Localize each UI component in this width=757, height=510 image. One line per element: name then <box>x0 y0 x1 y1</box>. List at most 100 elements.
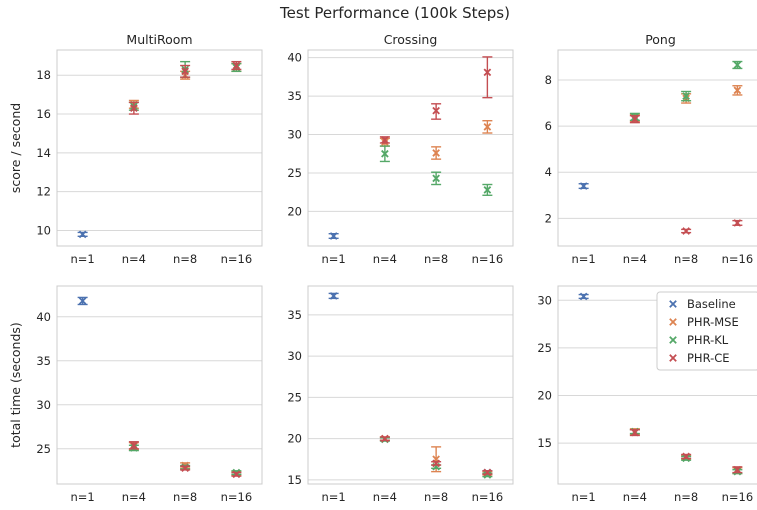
data-point-baseline <box>328 292 339 300</box>
y-axis-label: total time (seconds) <box>8 322 23 448</box>
data-point-phr-ce <box>681 227 692 235</box>
x-marker <box>579 182 588 190</box>
x-tick-label: n=8 <box>674 490 698 504</box>
x-marker <box>329 292 338 300</box>
plot-area <box>56 285 263 485</box>
x-tick-label: n=16 <box>722 252 754 266</box>
legend-marker-phr-kl <box>669 336 677 344</box>
chart-panel-3: 2 4 6 8 n=1 n=4 n=8 n=16 Pong <box>545 32 757 266</box>
chart-panel-1: 10 12 14 16 18 n=1 n=4 n=8 n=16 MultiRoom score / … <box>8 32 263 266</box>
plot-area <box>56 49 263 247</box>
y-tick-label: 25 <box>287 166 302 180</box>
data-point-phr-ce <box>128 441 139 450</box>
y-tick-label: 18 <box>36 68 51 82</box>
x-tick-label: n=8 <box>424 490 448 504</box>
x-marker <box>631 428 639 437</box>
x-tick-label: n=1 <box>572 252 596 266</box>
x-tick-label: n=4 <box>373 252 397 266</box>
y-tick-label: 25 <box>36 442 51 456</box>
y-axis-label: score / second <box>8 103 23 193</box>
x-marker <box>130 104 138 113</box>
data-point-phr-ce <box>379 136 390 144</box>
data-point-phr-ce <box>379 434 390 443</box>
y-tick-label: 6 <box>545 119 552 133</box>
data-point-phr-ce <box>231 470 242 479</box>
y-tick-label: 8 <box>545 73 552 87</box>
y-tick-label: 15 <box>287 473 302 487</box>
x-marker <box>733 465 742 474</box>
x-tick-label: n=4 <box>623 252 647 266</box>
panel-title: Pong <box>645 32 676 47</box>
data-point-phr-mse <box>732 85 743 96</box>
x-marker <box>733 219 742 227</box>
x-tick-label: n=4 <box>373 490 397 504</box>
x-marker <box>232 61 241 70</box>
data-point-phr-mse <box>431 146 442 160</box>
data-point-phr-kl <box>482 183 493 196</box>
data-point-phr-ce <box>180 464 191 472</box>
x-tick-label: n=4 <box>122 490 146 504</box>
x-tick-label: n=8 <box>424 252 448 266</box>
data-point-phr-ce <box>629 115 640 124</box>
x-marker <box>432 459 440 468</box>
plot-area <box>557 285 757 485</box>
x-marker <box>682 227 690 235</box>
y-tick-label: 30 <box>36 398 51 412</box>
x-marker <box>181 464 189 472</box>
x-marker <box>432 174 440 183</box>
x-marker <box>733 61 742 69</box>
legend-entry-phr-kl: PHR-KL <box>669 333 729 347</box>
legend-label-baseline: Baseline <box>687 297 736 311</box>
x-tick-label: n=4 <box>122 252 146 266</box>
y-tick-label: 4 <box>545 165 552 179</box>
legend-marker-phr-mse <box>669 318 677 326</box>
y-tick-label: 35 <box>287 308 302 322</box>
x-marker <box>631 115 639 124</box>
data-point-phr-ce <box>732 219 743 227</box>
data-point-phr-ce <box>629 428 640 437</box>
x-tick-label: n=4 <box>623 490 647 504</box>
y-tick-label: 30 <box>287 128 302 142</box>
y-tick-label: 15 <box>537 436 552 450</box>
y-tick-label: 25 <box>287 390 302 404</box>
y-tick-label: 25 <box>537 341 552 355</box>
x-tick-label: n=16 <box>221 490 253 504</box>
x-marker <box>483 123 492 131</box>
figure-title: Test Performance (100k Steps) <box>279 4 510 22</box>
x-tick-label: n=1 <box>71 490 95 504</box>
legend-label-phr-kl: PHR-KL <box>687 333 729 347</box>
x-marker <box>682 92 690 100</box>
data-point-baseline <box>77 230 88 239</box>
x-tick-label: n=16 <box>472 490 504 504</box>
data-point-baseline <box>328 232 339 240</box>
y-tick-label: 20 <box>287 204 302 218</box>
plot-area <box>557 49 757 247</box>
y-tick-label: 14 <box>36 146 51 160</box>
plot-area <box>307 285 514 485</box>
data-point-phr-ce <box>128 101 139 115</box>
x-marker <box>381 136 389 144</box>
data-point-phr-kl <box>379 145 390 163</box>
x-tick-label: n=16 <box>722 490 754 504</box>
x-tick-label: n=1 <box>71 252 95 266</box>
legend-label-phr-mse: PHR-MSE <box>687 315 739 329</box>
y-tick-label: 2 <box>545 211 552 225</box>
y-tick-label: 35 <box>36 354 51 368</box>
legend-entry-phr-ce: PHR-CE <box>669 351 730 365</box>
x-tick-label: n=8 <box>674 252 698 266</box>
y-tick-label: 35 <box>287 89 302 103</box>
data-point-phr-ce <box>681 452 692 461</box>
legend-marker-phr-ce <box>669 354 677 362</box>
legend-label-phr-ce: PHR-CE <box>687 351 730 365</box>
data-point-phr-ce <box>732 465 743 474</box>
panel-title: Crossing <box>384 32 438 47</box>
y-tick-label: 10 <box>36 223 51 237</box>
data-point-phr-ce <box>431 459 442 468</box>
legend-marker-baseline <box>669 300 677 308</box>
data-point-phr-kl <box>681 90 692 102</box>
data-point-phr-kl <box>732 60 743 70</box>
x-marker <box>432 149 440 157</box>
legend: Baseline PHR-MSE PHR-KL PHR-CE <box>656 291 757 371</box>
x-marker <box>483 471 492 479</box>
x-marker <box>78 297 87 305</box>
